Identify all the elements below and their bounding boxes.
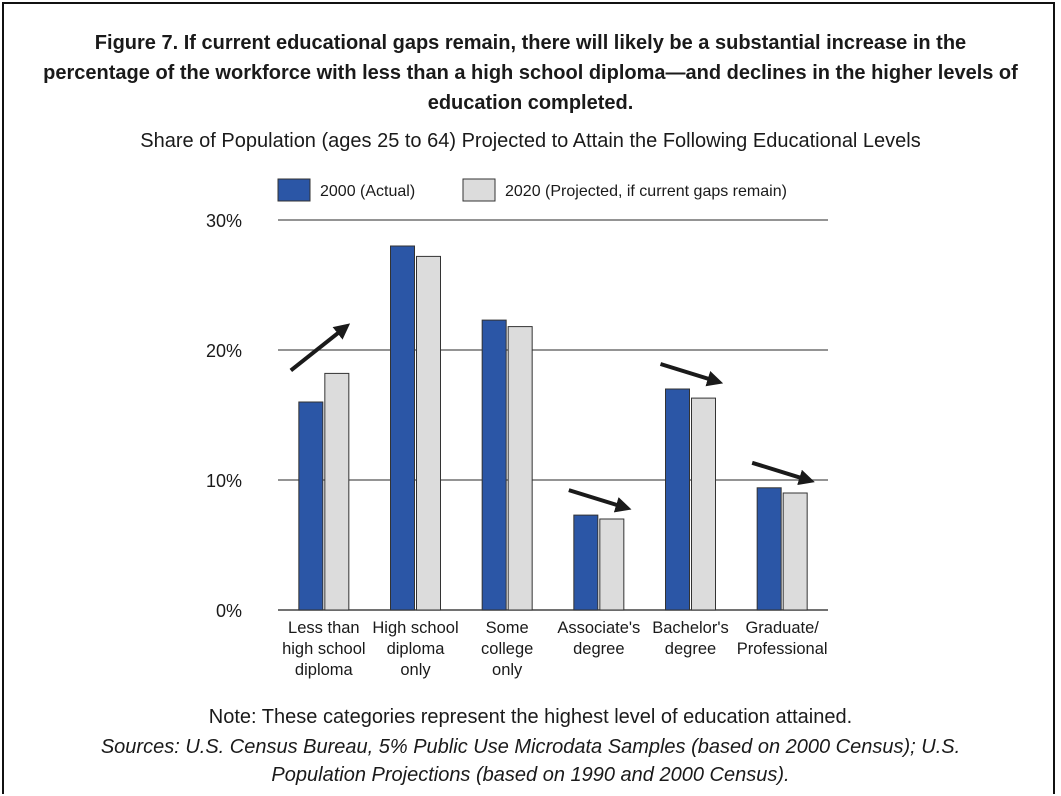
x-tick-label: Professional bbox=[737, 640, 828, 658]
trend-arrow-up bbox=[289, 323, 351, 372]
x-tick-label: degree bbox=[573, 640, 624, 658]
y-tick-label: 30% bbox=[206, 211, 242, 231]
chart-subtitle: Share of Population (ages 25 to 64) Proj… bbox=[140, 130, 921, 152]
bar-chart: 2000 (Actual) 2020 (Projected, if current… bbox=[206, 178, 828, 679]
x-tick-label: only bbox=[492, 661, 523, 679]
gridlines bbox=[278, 219, 828, 611]
trend-arrows bbox=[289, 323, 815, 513]
bar-2020 bbox=[416, 255, 441, 611]
x-tick-label: Associate's bbox=[557, 619, 640, 637]
x-tick-label: only bbox=[400, 661, 431, 679]
x-tick-label: Some bbox=[486, 619, 529, 637]
trend-arrow-down bbox=[751, 460, 815, 486]
x-tick-label: degree bbox=[665, 640, 716, 658]
bar-2020 bbox=[782, 492, 808, 611]
bar-2000 bbox=[573, 514, 599, 611]
legend-swatch bbox=[277, 178, 311, 202]
trend-arrow-down bbox=[659, 362, 724, 387]
chart-legend: 2000 (Actual) 2020 (Projected, if current… bbox=[277, 178, 787, 202]
bar-2000 bbox=[390, 245, 415, 611]
x-tick-label: High school bbox=[372, 619, 458, 637]
bar-2000 bbox=[756, 487, 782, 611]
bar-2000 bbox=[481, 319, 507, 611]
bar-2000 bbox=[298, 401, 324, 611]
bar-2020 bbox=[691, 397, 716, 611]
bar-2000 bbox=[665, 388, 690, 611]
legend-label: 2000 (Actual) bbox=[320, 183, 415, 200]
chart-sources: Sources: U.S. Census Bureau, 5% Public U… bbox=[100, 736, 961, 786]
legend-label: 2020 (Projected, if current gaps remain) bbox=[505, 183, 787, 200]
x-tick-label: Graduate/ bbox=[745, 619, 819, 637]
trend-arrow-down bbox=[568, 488, 632, 513]
y-tick-label: 20% bbox=[206, 341, 242, 361]
y-axis: 0% 10% 20% 30% bbox=[206, 211, 242, 621]
x-tick-label: Less than bbox=[288, 619, 360, 637]
legend-swatch bbox=[462, 178, 496, 202]
y-tick-label: 10% bbox=[206, 471, 242, 491]
figure-title: Figure 7. If current educational gaps re… bbox=[43, 32, 1018, 114]
x-tick-label: college bbox=[481, 640, 533, 658]
x-axis: Less than high school diploma High school di… bbox=[282, 619, 827, 679]
bar-2020 bbox=[507, 326, 533, 611]
chart-note: Note: These categories represent the hig… bbox=[208, 706, 853, 728]
x-tick-label: diploma bbox=[295, 661, 354, 679]
x-tick-label: Bachelor's bbox=[652, 619, 729, 637]
bar-2020 bbox=[324, 372, 350, 611]
x-tick-label: high school bbox=[282, 640, 365, 658]
bar-2020 bbox=[599, 518, 625, 611]
y-tick-label: 0% bbox=[216, 601, 242, 621]
bars bbox=[298, 245, 808, 611]
x-tick-label: diploma bbox=[387, 640, 446, 658]
